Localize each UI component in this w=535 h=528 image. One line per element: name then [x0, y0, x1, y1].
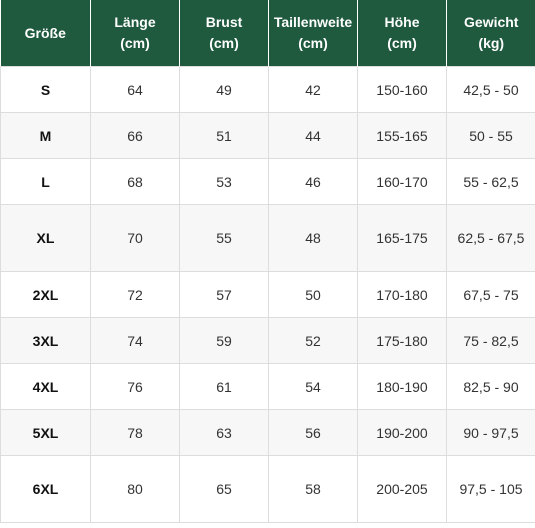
- table-row: 2XL 72 57 50 170-180 67,5 - 75: [0, 271, 535, 318]
- table-row: S 64 49 42 150-160 42,5 - 50: [0, 66, 535, 113]
- table-row: 4XL 76 61 54 180-190 82,5 - 90: [0, 363, 535, 410]
- size-cell: 5XL: [0, 409, 91, 456]
- table-body: S 64 49 42 150-160 42,5 - 50 M 66 51 44 …: [0, 66, 535, 523]
- laenge-cell: 78: [90, 409, 180, 456]
- hoehe-cell: 155-165: [357, 112, 447, 159]
- taille-cell: 42: [268, 66, 358, 113]
- header-label: Taillenweite: [273, 14, 353, 30]
- header-taillenweite: Taillenweite (cm): [268, 0, 358, 67]
- header-groesse: Größe: [0, 0, 91, 67]
- header-label: Höhe: [384, 14, 420, 30]
- header-label: Brust: [205, 14, 243, 30]
- header-unit: (cm): [298, 35, 328, 51]
- hoehe-cell: 175-180: [357, 317, 447, 364]
- hoehe-cell: 160-170: [357, 158, 447, 205]
- table-row: 3XL 74 59 52 175-180 75 - 82,5: [0, 317, 535, 364]
- taille-cell: 48: [268, 204, 358, 272]
- header-unit: (cm): [387, 35, 417, 51]
- table-row: XL 70 55 48 165-175 62,5 - 67,5: [0, 204, 535, 272]
- table-header: Größe Länge (cm) Brust (cm) Taillenweite…: [0, 0, 535, 67]
- brust-cell: 65: [179, 455, 269, 523]
- size-cell: S: [0, 66, 91, 113]
- brust-cell: 59: [179, 317, 269, 364]
- size-cell: L: [0, 158, 91, 205]
- laenge-cell: 70: [90, 204, 180, 272]
- hoehe-cell: 170-180: [357, 271, 447, 318]
- size-cell: 6XL: [0, 455, 91, 523]
- gewicht-cell: 90 - 97,5: [446, 409, 535, 456]
- brust-cell: 61: [179, 363, 269, 410]
- gewicht-cell: 67,5 - 75: [446, 271, 535, 318]
- taille-cell: 44: [268, 112, 358, 159]
- taille-cell: 46: [268, 158, 358, 205]
- table-row: 5XL 78 63 56 190-200 90 - 97,5: [0, 409, 535, 456]
- gewicht-cell: 82,5 - 90: [446, 363, 535, 410]
- brust-cell: 51: [179, 112, 269, 159]
- gewicht-cell: 50 - 55: [446, 112, 535, 159]
- taille-cell: 58: [268, 455, 358, 523]
- size-cell: 3XL: [0, 317, 91, 364]
- header-row: Größe Länge (cm) Brust (cm) Taillenweite…: [0, 0, 535, 67]
- hoehe-cell: 180-190: [357, 363, 447, 410]
- laenge-cell: 66: [90, 112, 180, 159]
- table-row: 6XL 80 65 58 200-205 97,5 - 105: [0, 455, 535, 523]
- size-cell: 2XL: [0, 271, 91, 318]
- laenge-cell: 68: [90, 158, 180, 205]
- header-hoehe: Höhe (cm): [357, 0, 447, 67]
- table-row: M 66 51 44 155-165 50 - 55: [0, 112, 535, 159]
- laenge-cell: 64: [90, 66, 180, 113]
- laenge-cell: 80: [90, 455, 180, 523]
- header-laenge: Länge (cm): [90, 0, 180, 67]
- hoehe-cell: 190-200: [357, 409, 447, 456]
- gewicht-cell: 75 - 82,5: [446, 317, 535, 364]
- laenge-cell: 76: [90, 363, 180, 410]
- header-unit: (cm): [120, 35, 150, 51]
- brust-cell: 55: [179, 204, 269, 272]
- brust-cell: 49: [179, 66, 269, 113]
- gewicht-cell: 97,5 - 105: [446, 455, 535, 523]
- taille-cell: 56: [268, 409, 358, 456]
- header-gewicht: Gewicht (kg): [446, 0, 535, 67]
- taille-cell: 50: [268, 271, 358, 318]
- size-cell: XL: [0, 204, 91, 272]
- header-unit: (kg): [478, 35, 505, 51]
- brust-cell: 57: [179, 271, 269, 318]
- header-label: Größe: [24, 24, 66, 41]
- laenge-cell: 72: [90, 271, 180, 318]
- size-cell: M: [0, 112, 91, 159]
- laenge-cell: 74: [90, 317, 180, 364]
- hoehe-cell: 150-160: [357, 66, 447, 113]
- gewicht-cell: 42,5 - 50: [446, 66, 535, 113]
- brust-cell: 63: [179, 409, 269, 456]
- hoehe-cell: 165-175: [357, 204, 447, 272]
- size-cell: 4XL: [0, 363, 91, 410]
- gewicht-cell: 62,5 - 67,5: [446, 204, 535, 272]
- header-label: Gewicht: [464, 14, 519, 30]
- taille-cell: 54: [268, 363, 358, 410]
- header-brust: Brust (cm): [179, 0, 269, 67]
- hoehe-cell: 200-205: [357, 455, 447, 523]
- gewicht-cell: 55 - 62,5: [446, 158, 535, 205]
- header-unit: (cm): [209, 35, 239, 51]
- brust-cell: 53: [179, 158, 269, 205]
- header-label: Länge: [114, 14, 156, 30]
- table-row: L 68 53 46 160-170 55 - 62,5: [0, 158, 535, 205]
- taille-cell: 52: [268, 317, 358, 364]
